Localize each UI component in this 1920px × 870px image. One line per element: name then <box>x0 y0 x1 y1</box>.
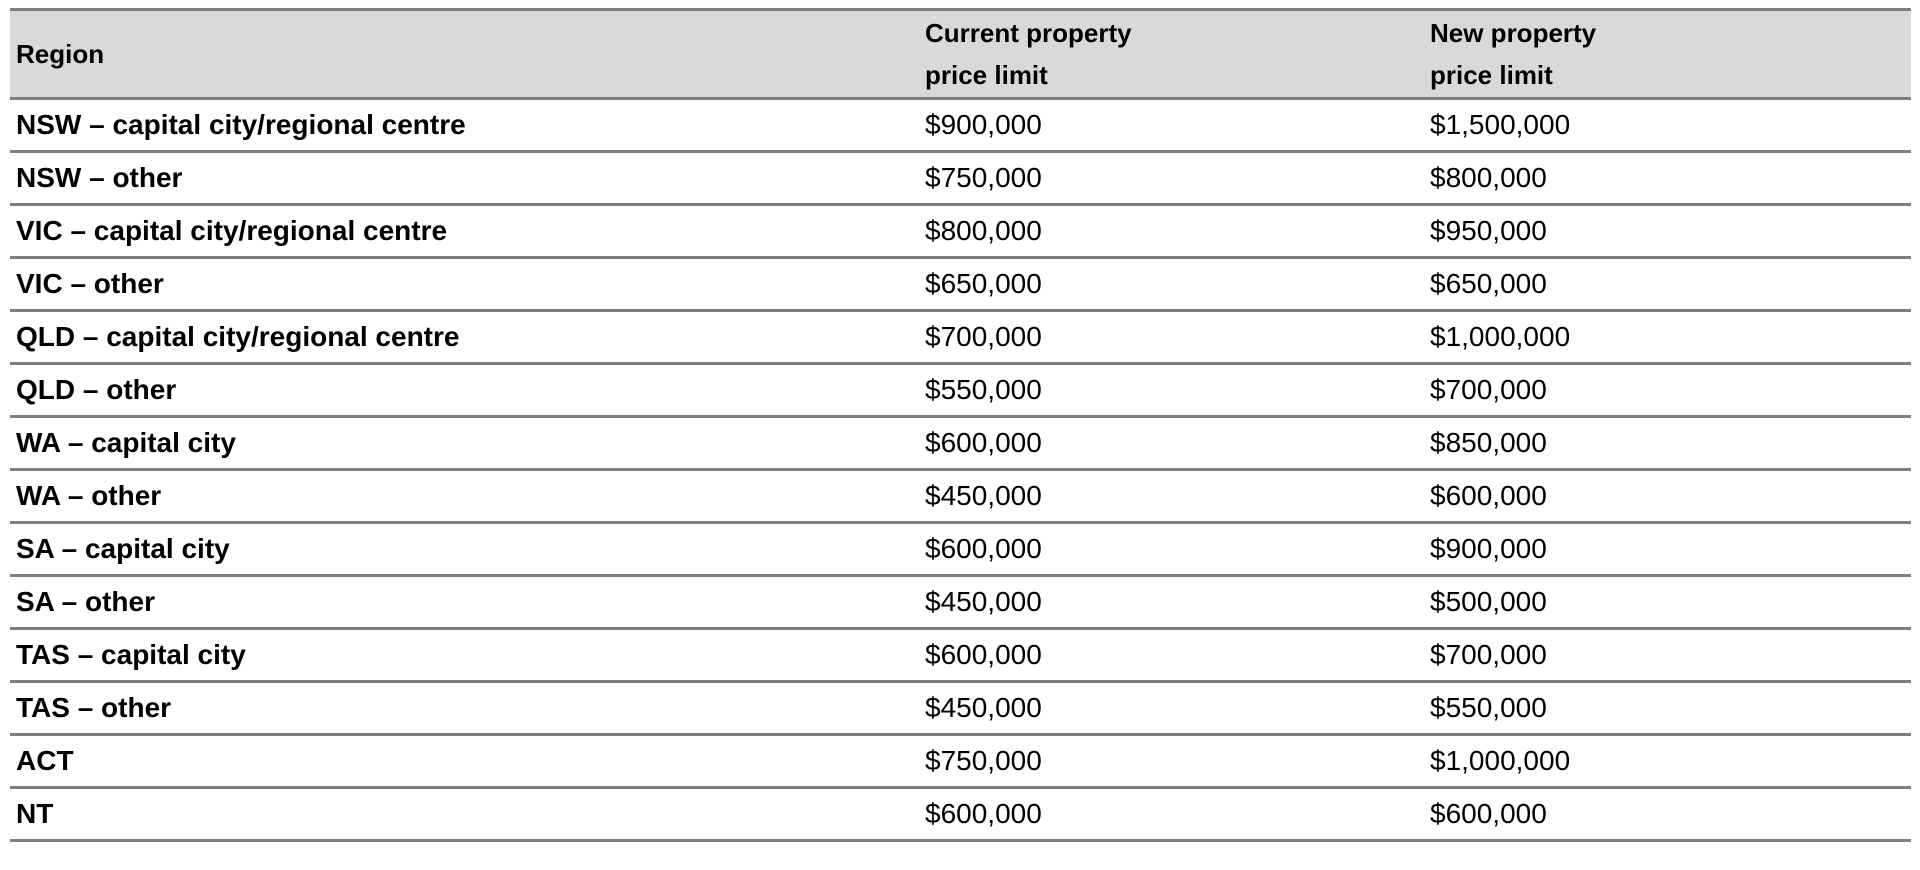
table-row: NSW – capital city/regional centre $900,… <box>10 99 1911 152</box>
table-row: NT $600,000 $600,000 <box>10 786 1911 842</box>
new-limit-cell: $1,000,000 <box>1424 733 1911 788</box>
column-header-region: Region <box>10 8 919 100</box>
region-cell: SA – capital city <box>10 521 919 576</box>
current-limit-cell: $450,000 <box>919 680 1424 735</box>
current-limit-cell: $600,000 <box>919 627 1424 682</box>
current-limit-cell: $550,000 <box>919 362 1424 417</box>
table-row: SA – other $450,000 $500,000 <box>10 574 1911 629</box>
region-cell: VIC – capital city/regional centre <box>10 203 919 258</box>
new-limit-cell: $1,000,000 <box>1424 309 1911 364</box>
table-row: QLD – other $550,000 $700,000 <box>10 362 1911 417</box>
property-price-limit-table-container: Region Current property price limit New … <box>10 8 1911 842</box>
region-cell: SA – other <box>10 574 919 629</box>
new-limit-cell: $600,000 <box>1424 786 1911 842</box>
table-row: VIC – capital city/regional centre $800,… <box>10 203 1911 258</box>
region-cell: WA – other <box>10 468 919 523</box>
current-limit-cell: $600,000 <box>919 415 1424 470</box>
current-limit-cell: $750,000 <box>919 150 1424 205</box>
current-limit-cell: $450,000 <box>919 468 1424 523</box>
column-header-new-line2: price limit <box>1430 60 1553 90</box>
current-limit-cell: $900,000 <box>925 109 1042 140</box>
column-header-current-price-limit: Current property price limit <box>919 8 1424 100</box>
new-limit-cell: $800,000 <box>1424 150 1911 205</box>
region-cell: QLD – capital city/regional centre <box>10 309 919 364</box>
current-limit-cell: $700,000 <box>919 309 1424 364</box>
current-limit-cell: $600,000 <box>919 786 1424 842</box>
region-cell: NT <box>10 786 919 842</box>
new-limit-cell: $950,000 <box>1424 203 1911 258</box>
region-cell: TAS – capital city <box>10 627 919 682</box>
current-limit-cell: $450,000 <box>919 574 1424 629</box>
new-limit-cell: $500,000 <box>1424 574 1911 629</box>
table-row: WA – capital city $600,000 $850,000 <box>10 415 1911 470</box>
table-row: TAS – capital city $600,000 $700,000 <box>10 627 1911 682</box>
table-row: WA – other $450,000 $600,000 <box>10 468 1911 523</box>
new-limit-cell: $900,000 <box>1424 521 1911 576</box>
current-limit-cell: $650,000 <box>919 256 1424 311</box>
column-header-new-line1: New property <box>1430 18 1597 48</box>
column-header-new-price-limit: New property price limit <box>1424 8 1911 100</box>
table-row: QLD – capital city/regional centre $700,… <box>10 309 1911 364</box>
current-limit-cell: $600,000 <box>919 521 1424 576</box>
new-limit-cell: $1,500,000 <box>1430 109 1571 140</box>
table-header-row: Region Current property price limit New … <box>10 8 1911 100</box>
table-row: SA – capital city $600,000 $900,000 <box>10 521 1911 576</box>
region-cell: ACT <box>10 733 919 788</box>
region-cell: QLD – other <box>10 362 919 417</box>
current-limit-cell: $800,000 <box>919 203 1424 258</box>
table-row: NSW – other $750,000 $800,000 <box>10 150 1911 205</box>
new-limit-cell: $600,000 <box>1424 468 1911 523</box>
region-cell: NSW – other <box>10 150 919 205</box>
table-row: TAS – other $450,000 $550,000 <box>10 680 1911 735</box>
column-header-region-label: Region <box>16 39 105 69</box>
new-limit-cell: $700,000 <box>1424 362 1911 417</box>
property-price-limit-table: Region Current property price limit New … <box>10 8 1911 842</box>
new-limit-cell: $550,000 <box>1424 680 1911 735</box>
table-row: VIC – other $650,000 $650,000 <box>10 256 1911 311</box>
region-cell: TAS – other <box>10 680 919 735</box>
column-header-current-line2: price limit <box>925 60 1048 90</box>
new-limit-cell: $850,000 <box>1424 415 1911 470</box>
table-row: ACT $750,000 $1,000,000 <box>10 733 1911 788</box>
region-cell: NSW – capital city/regional centre <box>16 109 466 140</box>
current-limit-cell: $750,000 <box>919 733 1424 788</box>
column-header-current-line1: Current property <box>925 18 1132 48</box>
region-cell: WA – capital city <box>10 415 919 470</box>
new-limit-cell: $700,000 <box>1424 627 1911 682</box>
region-cell: VIC – other <box>10 256 919 311</box>
new-limit-cell: $650,000 <box>1424 256 1911 311</box>
